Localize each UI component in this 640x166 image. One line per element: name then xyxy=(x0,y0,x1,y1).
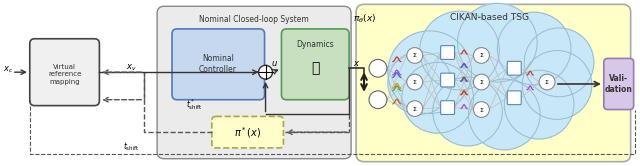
FancyBboxPatch shape xyxy=(604,58,634,110)
FancyBboxPatch shape xyxy=(508,61,521,75)
Circle shape xyxy=(458,3,537,82)
Text: CIKAN-based TSG: CIKAN-based TSG xyxy=(450,13,529,22)
Text: Nominal Closed-loop System: Nominal Closed-loop System xyxy=(199,15,308,24)
Text: $t^*_{\rm shift}$: $t^*_{\rm shift}$ xyxy=(186,97,202,112)
FancyBboxPatch shape xyxy=(157,6,351,159)
Circle shape xyxy=(474,74,490,90)
Text: $\Sigma$: $\Sigma$ xyxy=(544,78,550,86)
Text: Virtual
reference
mapping: Virtual reference mapping xyxy=(48,64,81,85)
Circle shape xyxy=(369,91,387,109)
Circle shape xyxy=(402,62,474,133)
Text: 🚀: 🚀 xyxy=(311,61,319,75)
Text: Dynamics: Dynamics xyxy=(296,40,334,49)
Text: $\Sigma$: $\Sigma$ xyxy=(479,78,484,86)
Text: $t_{\rm shift}$: $t_{\rm shift}$ xyxy=(123,141,140,153)
Circle shape xyxy=(497,12,571,85)
Text: $x_v$: $x_v$ xyxy=(126,62,136,73)
Text: $\Sigma$: $\Sigma$ xyxy=(479,51,484,59)
Text: $\Sigma$: $\Sigma$ xyxy=(479,106,484,114)
Text: $\Sigma$: $\Sigma$ xyxy=(412,78,417,86)
Circle shape xyxy=(468,79,540,150)
FancyBboxPatch shape xyxy=(440,101,454,115)
Circle shape xyxy=(504,70,574,139)
Circle shape xyxy=(420,11,499,90)
Circle shape xyxy=(388,31,472,114)
Text: $\Sigma$: $\Sigma$ xyxy=(412,51,417,59)
Text: $x_c$: $x_c$ xyxy=(3,65,13,76)
FancyBboxPatch shape xyxy=(30,39,99,106)
Circle shape xyxy=(474,48,490,63)
Text: $u$: $u$ xyxy=(271,59,278,68)
Text: Nominal
Controller: Nominal Controller xyxy=(199,54,237,74)
Text: $x$: $x$ xyxy=(353,59,361,68)
Circle shape xyxy=(524,28,594,97)
FancyBboxPatch shape xyxy=(282,29,349,100)
Text: $\pi_\theta(x)$: $\pi_\theta(x)$ xyxy=(353,13,376,25)
Circle shape xyxy=(522,51,592,119)
Circle shape xyxy=(259,65,273,79)
Text: Vali-
dation: Vali- dation xyxy=(605,74,633,94)
FancyBboxPatch shape xyxy=(172,29,264,100)
Circle shape xyxy=(388,51,452,115)
Circle shape xyxy=(369,59,387,77)
FancyBboxPatch shape xyxy=(440,46,454,59)
FancyBboxPatch shape xyxy=(356,4,630,162)
Text: $\Sigma$: $\Sigma$ xyxy=(412,105,417,113)
FancyBboxPatch shape xyxy=(508,91,521,105)
Circle shape xyxy=(474,102,490,117)
Circle shape xyxy=(407,74,423,90)
FancyBboxPatch shape xyxy=(212,116,284,148)
FancyBboxPatch shape xyxy=(440,73,454,87)
Text: $\pi^*(x)$: $\pi^*(x)$ xyxy=(234,125,261,140)
Circle shape xyxy=(407,48,423,63)
Circle shape xyxy=(433,77,502,146)
Circle shape xyxy=(539,74,555,90)
Circle shape xyxy=(407,101,423,116)
